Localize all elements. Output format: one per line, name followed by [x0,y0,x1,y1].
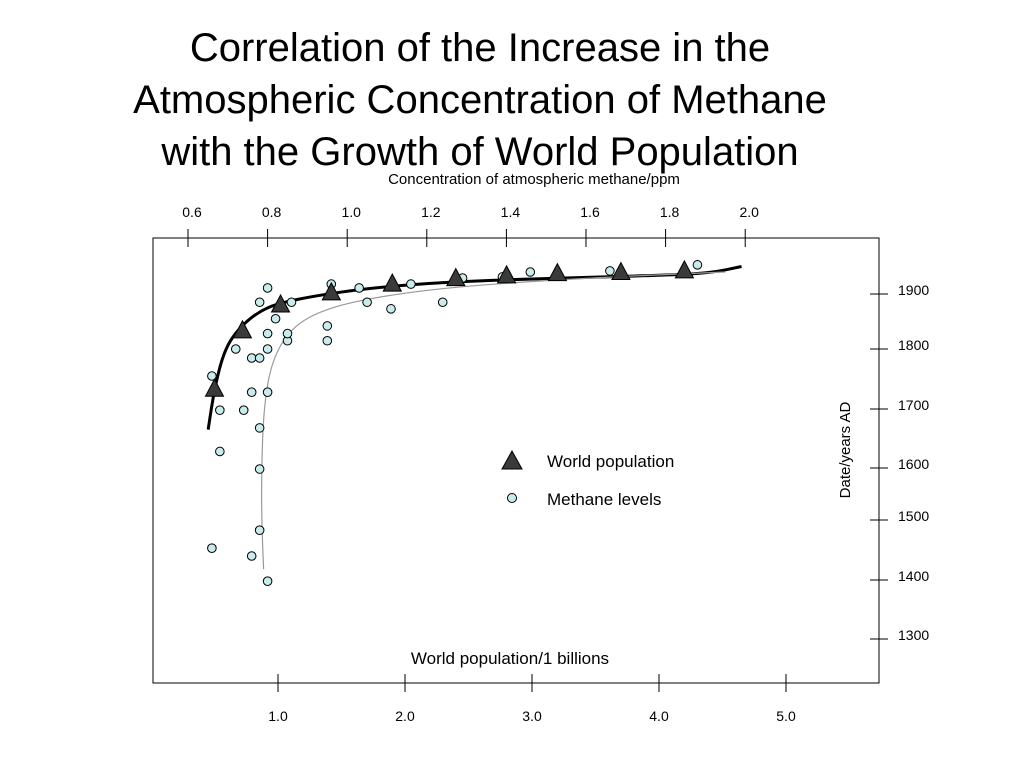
methane-point [246,353,257,363]
bottom-axis-tick-label: 3.0 [522,708,542,724]
methane-point [254,353,265,363]
methane-point [322,321,333,331]
population-series [204,259,695,397]
bottom-axis-tick-label: 2.0 [395,708,415,724]
top-axis-tick-label: 1.0 [341,204,361,220]
right-axis-label: Date/years AD [837,401,854,498]
methane-point [262,328,273,339]
right-axis-tick-label: 1500 [898,508,929,524]
methane-point [362,297,372,308]
right-axis-tick-label: 1700 [898,397,929,413]
methane-point [207,543,217,554]
population-point [496,264,517,284]
top-axis-ticks: 0.6 0.8 1.0 1.2 1.4 1.6 1.8 2.0 [182,204,759,247]
population-point [674,259,695,279]
top-axis-label: Concentration of atmospheric methane/ppm [388,171,680,188]
methane-point [286,297,297,308]
bottom-axis-ticks: 1.0 2.0 3.0 4.0 5.0 [268,674,796,724]
methane-point [246,387,257,398]
methane-point [262,283,273,293]
population-point [321,281,342,301]
methane-point [215,446,225,457]
population-point [204,378,225,397]
population-point [232,319,253,339]
methane-point [254,464,265,474]
methane-point [254,297,265,308]
methane-point [354,283,364,293]
right-axis-tick-label: 1300 [898,627,929,643]
bottom-axis-tick-label: 4.0 [649,708,669,724]
plot-frame [152,237,880,684]
methane-point [262,576,273,586]
methane-point [282,328,293,339]
methane-point [437,297,448,308]
methane-point [605,266,615,276]
bottom-axis-tick-label: 1.0 [268,708,288,724]
slide-title-line-1: Correlation of the Increase in the [189,26,771,70]
methane-point [262,387,273,398]
methane-point [692,260,703,270]
legend-label-world-population: World population [547,452,674,471]
top-axis-tick-label: 1.2 [421,204,441,220]
right-axis-ticks: 1900 1800 1700 1600 1500 1400 1300 [870,282,929,643]
top-axis-tick-label: 0.8 [262,204,282,220]
methane-point [215,405,225,415]
slide-title-line-2: Atmospheric Concentration of Methane [133,78,827,122]
methane-point [207,371,217,381]
methane-point [270,313,281,324]
slide-title: Correlation of the Increase in the Atmos… [40,22,920,178]
legend-label-methane-levels: Methane levels [547,490,661,509]
population-trend-line [206,265,742,430]
population-point [445,267,466,287]
methane-point [322,335,333,346]
methane-point [230,344,241,354]
population-point [270,293,291,313]
bottom-axis-tick-label: 5.0 [776,708,796,724]
legend-triangle-marker [501,449,523,470]
right-axis-tick-label: 1800 [898,337,929,353]
top-axis-tick-label: 1.4 [501,204,521,220]
bottom-axis-label: World population/1 billions [411,649,609,668]
population-point [547,262,568,282]
top-axis-tick-label: 2.0 [739,204,759,220]
methane-point [254,423,265,433]
top-axis-tick-label: 1.6 [580,204,600,220]
right-axis-tick-label: 1900 [898,282,929,298]
methane-point [238,405,249,415]
legend-circle-marker [507,493,517,503]
slide-title-line-3: with the Growth of World Population [161,130,799,174]
methane-point [246,551,257,561]
methane-point [406,279,416,289]
methane-point [262,344,273,354]
methane-point [525,267,536,277]
methane-trend-line [261,271,726,570]
top-axis-tick-label: 1.8 [660,204,680,220]
methane-point [386,304,396,314]
right-axis-tick-label: 1600 [898,456,929,472]
legend: World population Methane levels [501,449,674,509]
population-point [382,273,403,292]
population-point [611,261,631,281]
top-axis-tick-label: 0.6 [182,204,202,220]
right-axis-tick-label: 1400 [898,568,929,584]
methane-point [254,525,265,536]
